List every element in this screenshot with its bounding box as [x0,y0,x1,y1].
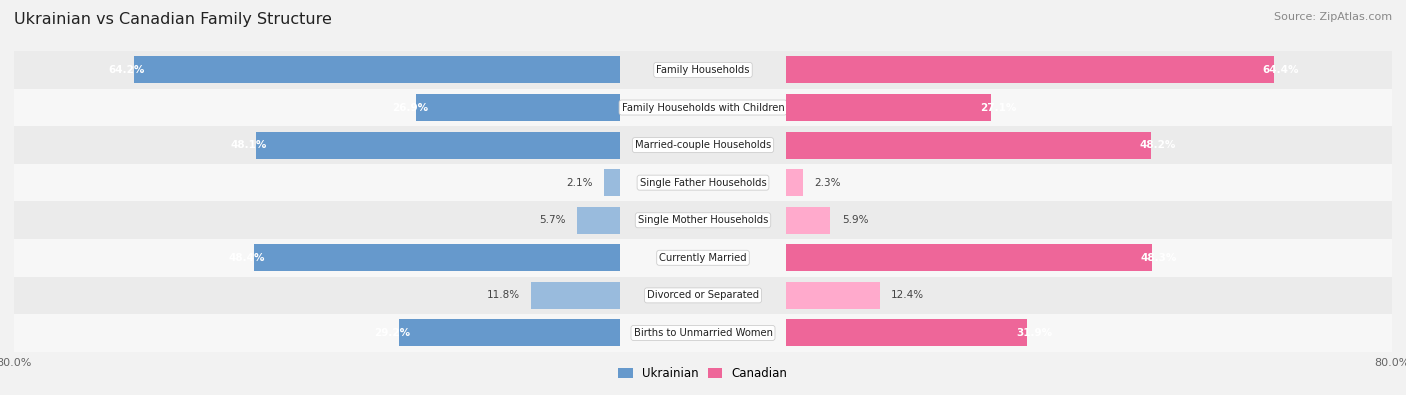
Text: Family Households: Family Households [657,65,749,75]
Bar [786,94,991,121]
Text: 11.8%: 11.8% [486,290,520,300]
Bar [14,201,620,239]
Bar [605,169,620,196]
Bar [786,201,793,239]
Bar [786,89,793,126]
Bar [620,314,786,352]
Bar [620,239,786,276]
Text: Currently Married: Currently Married [659,253,747,263]
Text: Divorced or Separated: Divorced or Separated [647,290,759,300]
Text: 2.1%: 2.1% [567,178,593,188]
Bar [786,276,793,314]
Bar [14,276,620,314]
Bar [620,201,786,239]
Bar [613,314,620,352]
Bar [620,126,786,164]
Bar [620,239,786,276]
Bar [620,51,786,89]
Bar [14,314,620,352]
Bar [256,132,620,159]
Bar [531,282,620,309]
Bar [14,51,620,89]
Bar [613,164,620,201]
Text: 29.2%: 29.2% [374,328,411,338]
Bar [786,314,1392,352]
Bar [620,164,786,201]
Text: 31.9%: 31.9% [1017,328,1052,338]
Bar [14,126,620,164]
Text: Married-couple Households: Married-couple Households [636,140,770,150]
Bar [620,276,786,314]
Bar [786,164,793,201]
Bar [620,89,786,126]
Bar [14,164,620,201]
Bar [786,169,803,196]
Bar [786,314,793,352]
Bar [14,239,620,276]
Text: Single Mother Households: Single Mother Households [638,215,768,225]
Bar [786,282,880,309]
Bar [620,314,786,352]
Bar [613,126,620,164]
Bar [416,94,620,121]
Text: Ukrainian vs Canadian Family Structure: Ukrainian vs Canadian Family Structure [14,12,332,27]
Bar [786,239,1392,276]
Bar [786,56,1274,83]
Bar [613,51,620,89]
Text: Single Father Households: Single Father Households [640,178,766,188]
Text: 5.9%: 5.9% [842,215,869,225]
Bar [253,244,620,271]
Text: 64.4%: 64.4% [1263,65,1299,75]
Bar [613,89,620,126]
Text: 48.2%: 48.2% [1140,140,1175,150]
Bar [786,51,793,89]
Bar [786,126,1392,164]
Bar [620,276,786,314]
Bar [786,207,831,234]
Bar [786,51,1392,89]
Bar [786,201,1392,239]
Bar [786,239,793,276]
Bar [399,320,620,346]
Text: 27.1%: 27.1% [980,103,1017,113]
Bar [620,126,786,164]
Text: 5.7%: 5.7% [540,215,565,225]
Bar [613,239,620,276]
Bar [620,89,786,126]
Text: 48.4%: 48.4% [228,253,264,263]
Bar [786,89,1392,126]
Bar [613,276,620,314]
Bar [786,126,793,164]
Bar [613,201,620,239]
Text: 2.3%: 2.3% [814,178,841,188]
Legend: Ukrainian, Canadian: Ukrainian, Canadian [613,363,793,385]
Bar [786,320,1028,346]
Text: 64.2%: 64.2% [108,65,145,75]
Bar [620,201,786,239]
Text: 12.4%: 12.4% [891,290,924,300]
Bar [786,132,1152,159]
Bar [620,51,786,89]
Text: Family Households with Children: Family Households with Children [621,103,785,113]
Text: Source: ZipAtlas.com: Source: ZipAtlas.com [1274,12,1392,22]
Bar [14,89,620,126]
Bar [576,207,620,234]
Bar [786,164,1392,201]
Text: Births to Unmarried Women: Births to Unmarried Women [634,328,772,338]
Bar [786,244,1152,271]
Text: 48.3%: 48.3% [1140,253,1177,263]
Bar [134,56,620,83]
Text: 48.1%: 48.1% [231,140,267,150]
Bar [786,276,1392,314]
Text: 26.9%: 26.9% [392,103,427,113]
Bar [620,164,786,201]
